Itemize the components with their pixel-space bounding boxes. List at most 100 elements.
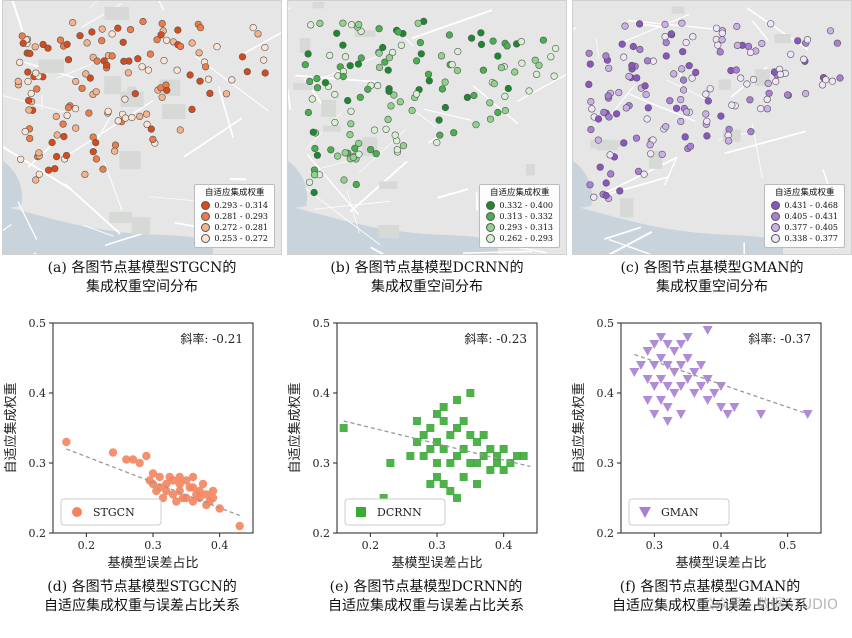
map-node xyxy=(787,50,795,58)
map-node xyxy=(733,22,741,31)
map-node xyxy=(26,49,34,58)
y-axis-label: 自适应集成权重 xyxy=(3,382,19,473)
map-node xyxy=(518,59,526,67)
data-point xyxy=(702,396,713,405)
map-node xyxy=(413,57,421,65)
map-node xyxy=(679,76,688,84)
map-node xyxy=(587,97,595,106)
map-node xyxy=(489,37,497,45)
map-node xyxy=(620,139,628,147)
caption-line: (f) 各图节点基模型GMAN的 xyxy=(619,579,801,595)
data-point xyxy=(446,431,455,439)
map-node xyxy=(103,61,111,69)
map-node xyxy=(677,117,685,126)
legend-swatch xyxy=(201,234,211,243)
map-node xyxy=(677,95,685,104)
y-tick-label: 0.5 xyxy=(597,317,615,330)
map-node xyxy=(662,52,670,60)
map-node xyxy=(26,134,34,142)
map-node xyxy=(681,133,689,141)
map-legend: 自适应集成权重 0.332 - 0.400 0.313 - 0.332 0.29… xyxy=(479,184,560,248)
map-node xyxy=(222,90,231,98)
map-node xyxy=(63,40,71,48)
map-node xyxy=(89,148,97,156)
map-node xyxy=(678,65,686,73)
data-point xyxy=(453,452,461,460)
map-node xyxy=(450,129,458,137)
map-node xyxy=(340,176,348,184)
y-tick-label: 0.4 xyxy=(313,387,331,400)
map-node xyxy=(143,110,151,118)
x-axis-label: 基模型误差占比 xyxy=(675,556,766,571)
caption-line: 集成权重空间分布 xyxy=(656,279,768,295)
road-line xyxy=(305,188,381,246)
map-node xyxy=(301,61,309,69)
map-node xyxy=(98,25,106,33)
data-point xyxy=(669,389,680,398)
map-node xyxy=(108,30,116,38)
legend-swatch xyxy=(201,212,211,221)
road-line xyxy=(423,108,472,121)
map-node xyxy=(195,49,203,57)
data-point xyxy=(446,459,455,467)
road-line xyxy=(600,156,678,196)
map-node xyxy=(347,107,355,115)
legend-title: 自适应集成权重 xyxy=(774,188,835,198)
data-point xyxy=(499,445,508,453)
data-point xyxy=(716,403,726,412)
map-node xyxy=(333,29,341,37)
data-point xyxy=(669,368,680,377)
slope-annotation: 斜率: -0.37 xyxy=(748,331,811,346)
map-node xyxy=(24,68,32,76)
map-node xyxy=(341,149,349,157)
map-node xyxy=(494,108,502,117)
legend-row: 0.281 - 0.293 xyxy=(201,211,268,222)
map-node xyxy=(88,28,96,36)
map-dcrnn: 自适应集成权重 0.332 - 0.400 0.313 - 0.332 0.29… xyxy=(287,0,567,255)
legend-row: 0.262 - 0.293 xyxy=(486,233,553,244)
data-point xyxy=(145,476,154,485)
map-node xyxy=(98,37,106,45)
data-point xyxy=(426,480,435,488)
map-node xyxy=(39,40,47,49)
map-node xyxy=(588,105,596,113)
map-node xyxy=(202,63,210,71)
map-node xyxy=(716,48,724,56)
road-line xyxy=(288,7,291,10)
map-node xyxy=(25,96,33,105)
map-node xyxy=(706,85,714,93)
road-line xyxy=(416,111,437,128)
map-node xyxy=(339,19,347,27)
x-axis-label: 基模型误差占比 xyxy=(391,556,482,571)
y-tick-label: 0.2 xyxy=(597,527,615,540)
map-node xyxy=(763,95,771,103)
scatter-plot-stgcn: 0.2 0.3 0.4 0.2 0.3 0.4 0.5 基模型误差占比 自适应集成权重 斜率: -… xyxy=(0,317,284,580)
map-node xyxy=(646,141,654,149)
map-node xyxy=(585,80,593,88)
map-node xyxy=(477,29,485,37)
map-node xyxy=(702,110,710,118)
map-node xyxy=(725,137,733,145)
data-point xyxy=(649,340,660,349)
trend-line xyxy=(634,353,808,415)
map-node xyxy=(604,92,612,100)
road-line xyxy=(17,201,38,240)
map-node xyxy=(16,58,24,67)
data-point xyxy=(506,459,515,467)
map-node xyxy=(327,146,335,154)
map-node xyxy=(586,60,594,68)
map-node xyxy=(108,52,116,60)
map-node xyxy=(72,124,80,132)
data-point xyxy=(702,326,713,335)
map-node xyxy=(640,170,648,178)
map-node xyxy=(607,170,615,178)
map-caption-c: (c) 各图节点基模型GMAN的 集成权重空间分布 xyxy=(572,259,852,297)
map-node xyxy=(186,71,194,79)
map-node xyxy=(357,54,365,62)
map-node xyxy=(594,136,602,144)
block-shape xyxy=(323,125,341,132)
map-node xyxy=(605,64,613,72)
data-point xyxy=(649,361,660,370)
block-shape xyxy=(774,34,791,44)
legend-title: 自适应集成权重 xyxy=(204,188,265,198)
